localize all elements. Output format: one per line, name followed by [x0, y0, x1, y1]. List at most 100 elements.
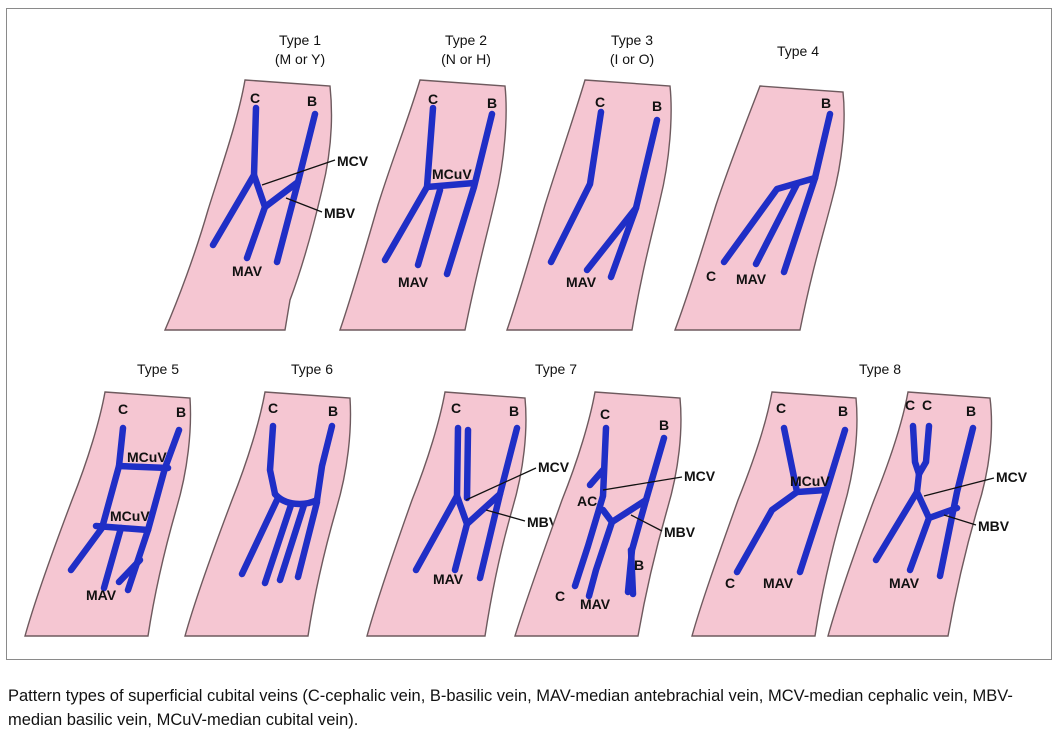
type-1-median-cephalic-vein — [250, 171, 269, 211]
type-4-panel: Type 4 C MAV B — [673, 43, 845, 331]
type-8-right-label-mcv: MCV — [996, 469, 1028, 485]
type-8-right-mcv-arrow — [923, 477, 995, 497]
type-7-left-label-mcv: MCV — [538, 459, 570, 475]
type-1-panel: Type 1 (M or Y) C B MCV MBV MAV — [163, 32, 369, 331]
type-7-right-accessory-cephalic — [586, 466, 607, 489]
type-7-right-median-antebrachial-vein — [585, 518, 616, 600]
type-2-median-antebrachial-vein — [414, 186, 444, 269]
type-6-cephalic-vein — [266, 422, 279, 498]
type-1-mbv-arrow — [285, 197, 323, 213]
type-5-label-mav: MAV — [86, 587, 117, 603]
type-1-arm — [163, 79, 333, 331]
type-8-left-median-cubital-vein — [793, 486, 830, 496]
type-3-panel: Type 3 (I or O) C B MAV — [506, 32, 672, 331]
type-5-title: Type 5 — [137, 361, 179, 377]
type-1-title: Type 1 — [279, 32, 321, 48]
type-5-median-antebrachial-vein — [100, 524, 125, 592]
type-7-left-label-c: C — [451, 400, 461, 416]
type-8-left-label-mcuv: MCuV — [790, 473, 830, 489]
type-8-left-cephalic-vein — [733, 424, 801, 576]
type-2-panel: Type 2 (N or H) C B MCuV MAV — [339, 32, 507, 331]
type-7-left-median-cephalic-vein — [453, 492, 471, 528]
type-1-subtitle: (M or Y) — [275, 51, 325, 67]
type-8-right-median-antebrachial-vein — [906, 514, 933, 574]
type-3-label-mav: MAV — [566, 274, 597, 290]
type-6-forearm-vein-4 — [294, 498, 321, 581]
type-4-median-antebrachial-vein — [752, 180, 801, 268]
type-8-arm-left — [691, 391, 858, 637]
type-2-median-cubital-vein — [423, 179, 478, 191]
type-6-label-b: B — [328, 403, 338, 419]
type-3-title: Type 3 — [611, 32, 653, 48]
type-2-title: Type 2 — [445, 32, 487, 48]
type-1-label-c: C — [250, 90, 260, 106]
type-1-label-mcv: MCV — [337, 153, 369, 169]
type-3-label-c: C — [595, 94, 605, 110]
type-8-right-basilic-vein — [936, 424, 977, 580]
type-5-panel: Type 5 C B MCuV MCuV MAV — [24, 361, 192, 637]
type-2-label-mcuv: MCuV — [432, 166, 472, 182]
type-1-mcv-arrow — [261, 159, 336, 186]
type-4-label-b: B — [821, 95, 831, 111]
type-7-right-label-b: B — [659, 417, 669, 433]
type-8-right-label-b: B — [966, 403, 976, 419]
type-7-left-mbv-arrow — [485, 509, 526, 522]
type-8-right-label-mav: MAV — [889, 575, 920, 591]
type-7-left-mcv-arrow — [465, 467, 537, 501]
type-1-label-mav: MAV — [232, 263, 263, 279]
type-6-median-arch — [271, 490, 321, 508]
type-8-arm-right — [827, 391, 993, 637]
type-5-label-b: B — [176, 404, 186, 420]
type-8-right-label-mbv: MBV — [978, 518, 1010, 534]
type-8-right-label-c2: C — [922, 397, 932, 413]
type-7-panel: Type 7 C B MCV MBV MAV C B MCV AC MBV B … — [366, 361, 716, 637]
type-2-label-mav: MAV — [398, 274, 429, 290]
type-8-left-label-c: C — [776, 400, 786, 416]
type-8-panel: Type 8 C B MCuV C MAV C C B MCV MBV MAV — [691, 361, 1028, 637]
type-3-median-antebrachial-vein — [583, 204, 640, 274]
type-7-right-label-b-lower: B — [634, 557, 644, 573]
type-7-left-median-antebrachial-vein — [451, 520, 471, 574]
type-7-right-label-c: C — [600, 406, 610, 422]
type-3-cephalic-vein — [547, 108, 605, 266]
type-6-forearm-vein-3 — [276, 501, 308, 584]
type-6-label-c: C — [268, 400, 278, 416]
type-4-cephalic-branch — [720, 174, 819, 266]
type-6-panel: Type 6 C B — [184, 361, 352, 637]
type-7-right-cephalic-vein — [571, 424, 610, 590]
type-8-right-mbv-arrow — [943, 514, 977, 526]
type-7-right-label-mbv: MBV — [664, 524, 696, 540]
type-2-basilic-vein — [443, 110, 496, 278]
type-8-right-median-cephalic-vein — [913, 488, 933, 522]
type-1-median-basilic-vein — [261, 178, 302, 211]
type-5-label-mcuv-lower: MCuV — [110, 508, 150, 524]
type-7-left-label-mbv: MBV — [527, 514, 559, 530]
type-2-label-c: C — [428, 91, 438, 107]
type-8-title: Type 8 — [859, 361, 901, 377]
type-8-left-label-mav: MAV — [763, 575, 794, 591]
type-6-forearm-vein-1 — [238, 496, 281, 578]
type-7-title: Type 7 — [535, 361, 577, 377]
type-1-median-antebrachial-vein — [243, 203, 269, 262]
type-3-subtitle: (I or O) — [610, 51, 654, 67]
type-8-right-label-c1: C — [905, 397, 915, 413]
type-7-right-label-mav: MAV — [580, 596, 611, 612]
type-2-label-b: B — [487, 95, 497, 111]
type-5-label-mcuv-upper: MCuV — [127, 449, 167, 465]
type-7-right-mcv-arrow — [602, 476, 683, 491]
type-2-arm — [339, 79, 507, 331]
type-3-label-b: B — [652, 98, 662, 114]
type-4-label-c: C — [706, 268, 716, 284]
type-4-title: Type 4 — [777, 43, 819, 59]
type-7-right-lower-basilic-branch — [627, 546, 637, 598]
type-5-median-cubital-vein-upper — [115, 462, 172, 472]
type-7-left-accessory-vein — [463, 426, 472, 502]
type-7-right-label-mcv: MCV — [684, 468, 716, 484]
type-5-label-c: C — [118, 401, 128, 417]
type-8-left-label-c-lower: C — [725, 575, 735, 591]
type-8-right-cephalic-vein-2 — [915, 422, 933, 478]
type-1-label-b: B — [307, 93, 317, 109]
type-1-label-mbv: MBV — [324, 205, 356, 221]
figure-caption: Pattern types of superficial cubital vei… — [8, 687, 1013, 729]
type-7-left-median-basilic-vein — [463, 490, 504, 528]
